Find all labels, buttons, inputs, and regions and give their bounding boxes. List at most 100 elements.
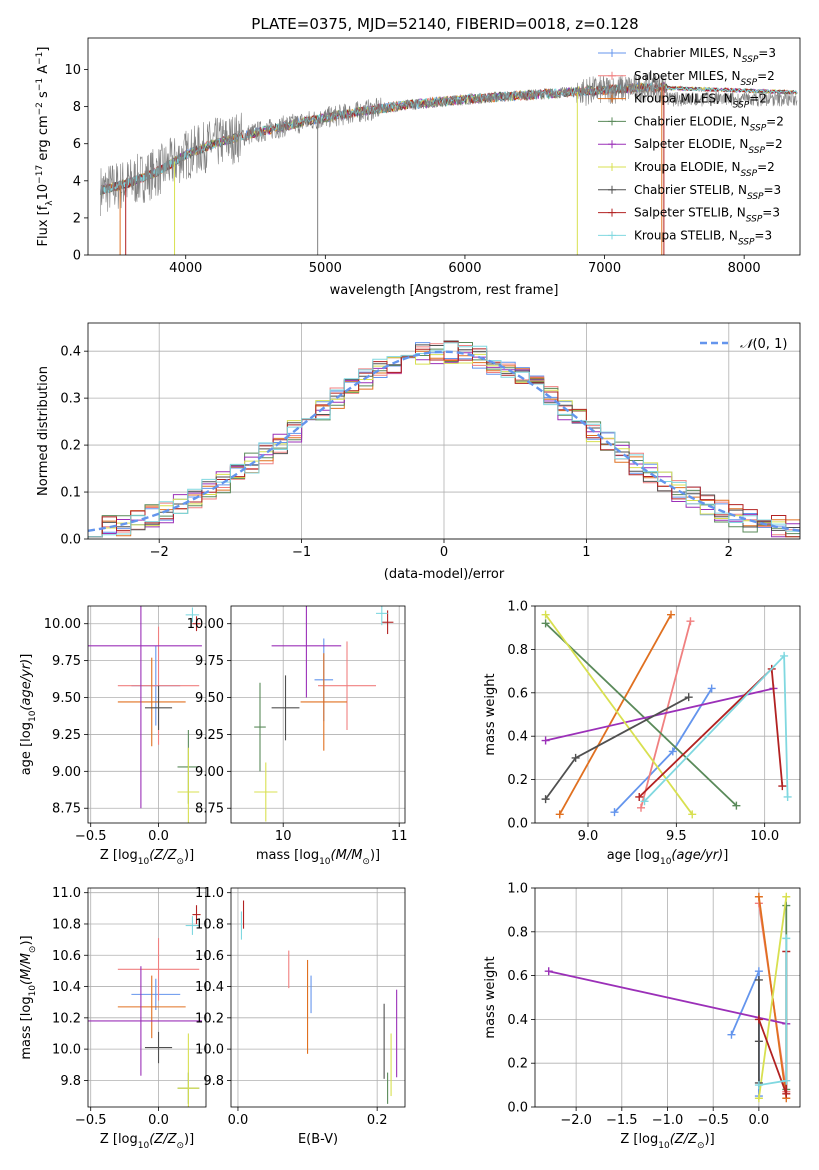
residual-histogram: [88, 342, 800, 539]
legend-entry: Chabrier STELIB, NSSP=3: [634, 183, 781, 202]
weight-marker: [754, 892, 763, 901]
tick-label-x: 0.0: [749, 1113, 770, 1128]
tick-label-y: 10.4: [195, 980, 224, 995]
x-axis-label: mass [log10(M/M⊙)]: [256, 848, 380, 867]
weight-marker: [783, 792, 792, 801]
weight-line: [730, 970, 760, 1096]
weight-marker: [782, 892, 791, 901]
weight-marker: [782, 1076, 791, 1085]
weight-line: [558, 614, 672, 815]
weight-marker: [754, 1037, 763, 1046]
legend-entry: 𝒩(0, 1): [740, 337, 787, 352]
weight-marker: [541, 619, 550, 628]
tick-label-y: 10.00: [44, 617, 81, 632]
tick-label-y: 10.2: [195, 1011, 224, 1026]
legend-entry: Kroupa ELODIE, NSSP=2: [634, 160, 775, 179]
tick-label-x: 9.5: [666, 829, 687, 844]
tick-label-y: 10.8: [195, 917, 224, 932]
tick-label-y: 4: [73, 174, 81, 189]
tick-label-x: −2: [150, 545, 169, 560]
tick-label-y: 1.0: [507, 882, 528, 897]
tick-label-y: 9.50: [195, 691, 224, 706]
tick-label-x: 0.0: [148, 829, 169, 844]
weight-marker: [541, 610, 550, 619]
legend-entry: Kroupa STELIB, NSSP=3: [634, 228, 772, 247]
weight-marker: [778, 782, 787, 791]
tick-label-x: −0.5: [697, 1113, 729, 1128]
legend: 𝒩(0, 1): [700, 337, 787, 352]
tick-label-x: 7000: [588, 261, 621, 276]
legend: Chabrier MILES, NSSP=3 Salpeter MILES, NS…: [598, 46, 784, 247]
weight-marker: [688, 810, 697, 819]
tick-label-y: 0: [73, 249, 81, 264]
weight-marker: [754, 1081, 763, 1090]
tick-label-y: 9.8: [203, 1074, 224, 1089]
tick-label-x: 0.0: [228, 1113, 249, 1128]
tick-label-y: 0.4: [507, 1013, 528, 1028]
weight-marker: [637, 803, 645, 812]
legend-entry: Kroupa MILES, NSSP=2: [634, 92, 767, 111]
tick-label-x: −1.5: [606, 1113, 638, 1128]
weight-line: [545, 687, 774, 742]
tick-label-y: 0.4: [507, 730, 528, 745]
tick-label-x: 1: [582, 545, 590, 560]
tick-label-y: 8.75: [52, 802, 81, 817]
weight-marker: [544, 967, 553, 976]
panel-ebv_vs_mass: 0.0 0.2 9.8 10.0 10.2 10.4 10.6 10.8 11.0 E(B-V): [195, 886, 406, 1147]
tick-label-x: 9.0: [578, 829, 599, 844]
weight-marker: [555, 810, 564, 819]
tick-label-x: 10.0: [750, 829, 779, 844]
tick-label-y: 9.75: [195, 654, 224, 669]
x-axis-label: (data-model)/error: [384, 567, 505, 582]
axes-frame: [534, 887, 801, 1108]
tick-label-y: 9.25: [195, 728, 224, 743]
weight-marker: [754, 1015, 763, 1024]
tick-label-x: 2: [725, 545, 733, 560]
weight-marker: [541, 795, 550, 804]
tick-label-x: 4000: [169, 261, 202, 276]
panel-weights_z: −2.0 −1.5 −1.0 −0.5 0.0 0.0 0.2 0.4 0.6 0.8 1.0 mas…: [483, 882, 801, 1151]
tick-label-y: 10: [64, 63, 81, 78]
weight-marker: [668, 747, 677, 756]
tick-label-x: 5000: [309, 261, 342, 276]
tick-label-x: −1: [292, 545, 311, 560]
tick-label-y: 10.4: [52, 980, 81, 995]
tick-label-x: −2.0: [560, 1113, 592, 1128]
tick-label-y: 10.00: [187, 617, 224, 632]
weight-line: [758, 896, 788, 1099]
tick-label-x: 0.2: [367, 1113, 388, 1128]
tick-label-x: −0.5: [75, 1113, 107, 1128]
tick-label-y: 10.6: [52, 949, 81, 964]
weight-marker: [667, 610, 676, 619]
weight-marker: [727, 1030, 736, 1039]
panel-residuals: −2 −1 0 1 2 0.0 0.1 0.2 0.3 0.4 (data-model)/error…: [36, 322, 801, 582]
y-axis-label: Flux [fλ10−17 erg cm−2 s−1 A−1]: [35, 47, 55, 247]
plot-area: [88, 606, 202, 823]
axes-frame: [230, 887, 406, 1108]
legend-entry: Salpeter STELIB, NSSP=3: [634, 206, 780, 225]
tick-label-y: 10.0: [52, 1043, 81, 1058]
weight-marker: [754, 967, 763, 976]
legend-entry: Salpeter ELODIE, NSSP=2: [634, 137, 783, 156]
tick-label-x: 10: [275, 829, 292, 844]
plot-area: [254, 606, 394, 822]
tick-label-y: 0.3: [60, 392, 81, 407]
tick-label-x: −0.5: [75, 829, 107, 844]
tick-label-x: −1.0: [652, 1113, 684, 1128]
plot-area: [100, 72, 798, 255]
weight-line: [640, 620, 692, 809]
x-axis-label: Z [log10(Z/Z⊙)]: [100, 848, 194, 867]
weight-line: [544, 614, 693, 815]
weight-marker: [754, 975, 763, 984]
weight-marker: [754, 1094, 763, 1103]
y-axis-label: mass weight: [483, 956, 498, 1038]
plot-area: [541, 610, 792, 819]
weight-line: [613, 688, 713, 813]
panel-weights_age: 9.0 9.5 10.0 0.0 0.2 0.4 0.6 0.8 1.0 mass weight a…: [483, 600, 801, 867]
weight-marker: [684, 693, 693, 702]
tick-label-y: 0.6: [507, 686, 528, 701]
y-axis-label: age [log10(age/yr)]: [19, 654, 38, 776]
tick-label-x: 8000: [728, 261, 761, 276]
